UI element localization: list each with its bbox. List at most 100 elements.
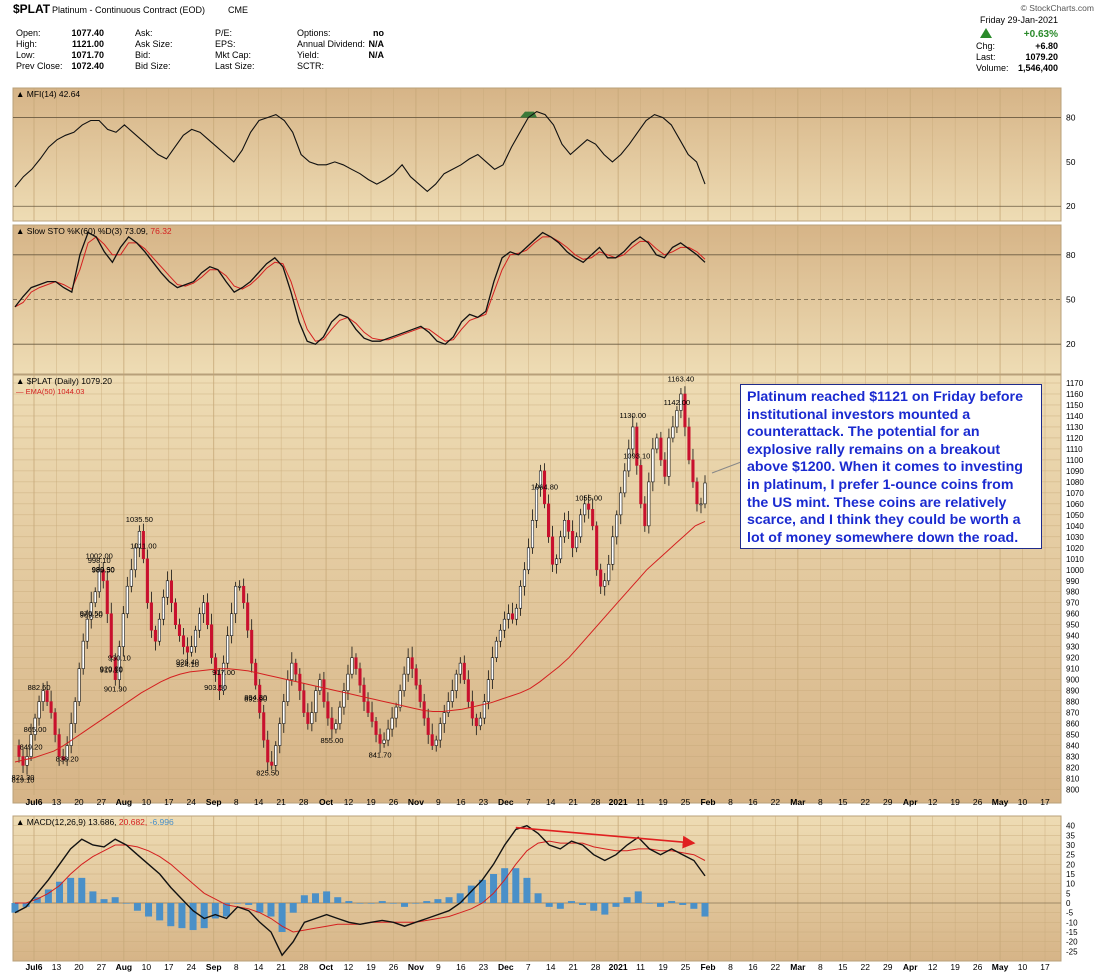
macd-histogram-bar (412, 903, 420, 904)
x-tick-label: 28 (591, 797, 601, 807)
candle-down (302, 690, 306, 713)
x-tick-label: Apr (903, 797, 918, 807)
mfi-series (14, 110, 706, 193)
candle-up (193, 629, 198, 647)
candle-up (165, 580, 169, 598)
x-tick-label: 19 (950, 962, 960, 972)
price-label: 998.10 (88, 556, 111, 565)
candle-up (442, 712, 446, 724)
candle-down (370, 712, 374, 722)
y-tick-label: 1040 (1066, 522, 1084, 531)
x-tick-label: 12 (344, 797, 354, 807)
candle-down (250, 629, 254, 664)
x-tick-label: 8 (818, 797, 823, 807)
x-tick-label: 17 (164, 962, 174, 972)
sto-d-line (14, 236, 706, 342)
macd-histogram-bar (389, 903, 397, 904)
macd-histogram-bar (512, 868, 520, 903)
candle-down (113, 657, 117, 680)
chart-header: $PLAT Platinum - Continuous Contract (EO… (13, 2, 1094, 73)
macd-histogram-bar (456, 893, 464, 903)
price-label: 1064.80 (531, 483, 558, 492)
macd-histogram-bar (501, 868, 509, 903)
x-tick-label: Sep (206, 797, 222, 807)
y-tick-label: 1100 (1066, 456, 1084, 465)
x-tick-label: 17 (164, 797, 174, 807)
price-legend: ▲ $PLAT (Daily) 1079.20 (16, 376, 112, 386)
candle-up (498, 629, 502, 642)
y-tick-label: 1080 (1066, 478, 1084, 487)
field-label: Bid: (135, 50, 151, 60)
x-tick-label: 29 (883, 797, 893, 807)
candle-down (61, 756, 65, 761)
macd-histogram-bar (222, 903, 230, 917)
candle-down (663, 459, 667, 477)
candle-down (587, 503, 591, 510)
candle-up (222, 662, 226, 691)
candle-up (603, 580, 607, 587)
x-tick-label: 7 (526, 962, 531, 972)
macd-histogram-bar (289, 903, 297, 913)
x-tick-label: 14 (254, 797, 264, 807)
candle-down (109, 613, 113, 658)
candle-down (599, 569, 603, 587)
candle-up (506, 613, 510, 620)
y-tick-label: 1010 (1066, 555, 1084, 564)
candle-down (639, 465, 643, 505)
candle-down (366, 701, 370, 713)
x-tick-label: 23 (479, 797, 489, 807)
field-label: Prev Close: (16, 61, 63, 71)
x-tick-label: 10 (142, 962, 152, 972)
candle-down (326, 701, 330, 719)
price-label: 903.50 (204, 683, 227, 692)
candle-down (181, 635, 186, 647)
macd-histogram-bar (323, 891, 331, 903)
candle-up (575, 536, 579, 549)
price-label: 901.90 (104, 685, 127, 694)
y-tick-label: 910 (1066, 665, 1080, 674)
candle-down (542, 470, 547, 505)
candle-down (306, 712, 310, 724)
macd-histogram-bar (690, 903, 698, 909)
y-tick-label: 860 (1066, 720, 1080, 729)
y-tick-label: 1120 (1066, 434, 1084, 443)
price-label: 841.70 (369, 751, 392, 760)
candle-down (362, 684, 366, 702)
macd-histogram-bar (478, 879, 486, 903)
x-tick-label: 28 (591, 962, 601, 972)
macd-histogram-bar (356, 903, 364, 904)
y-tick-label: 80 (1066, 113, 1076, 123)
candle-up (579, 514, 583, 538)
x-tick-label: 12 (928, 797, 938, 807)
macd-histogram-bar (78, 877, 86, 903)
x-tick-label: 11 (636, 962, 645, 972)
axis-labels: Jul6 13 20 27 Aug 10 17 24 Sep 8 14 21 28 Oct 12 19 26 No… (25, 113, 1084, 972)
candle-up (125, 585, 129, 615)
candle-up (679, 393, 683, 411)
ema-legend: — EMA(50) 1044.03 (16, 387, 84, 396)
y-tick-label: 800 (1066, 786, 1080, 795)
field-label: P/E: (215, 28, 232, 38)
candle-up (671, 426, 675, 439)
y-tick-label: 820 (1066, 764, 1080, 773)
candle-up (623, 470, 627, 494)
candle-down (218, 673, 222, 691)
price-label: 838.20 (56, 755, 79, 764)
candle-up (583, 503, 587, 516)
candle-down (101, 569, 105, 582)
sto-legend: ▲ Slow STO %K(60) %D(3) 73.09, 76.32 (16, 226, 172, 236)
price-label: 1130.00 (620, 411, 647, 420)
macd-histogram-bar (334, 897, 342, 903)
price-label: 892.90 (244, 694, 267, 703)
y-tick-label: 10 (1066, 880, 1075, 889)
x-tick-label: Nov (408, 797, 424, 807)
x-tick-label: 15 (838, 962, 848, 972)
macd-histogram-bar (445, 897, 453, 903)
macd-histogram-bar (122, 903, 130, 904)
macd-legend: ▲ MACD(12,26,9) 13.686, 20.682, -6.996 (16, 817, 174, 827)
candle-up (611, 536, 615, 565)
field-value: 1077.40 (71, 28, 104, 38)
candle-down (378, 734, 382, 744)
price-label: 970.50 (80, 609, 103, 618)
candle-up (234, 585, 238, 615)
